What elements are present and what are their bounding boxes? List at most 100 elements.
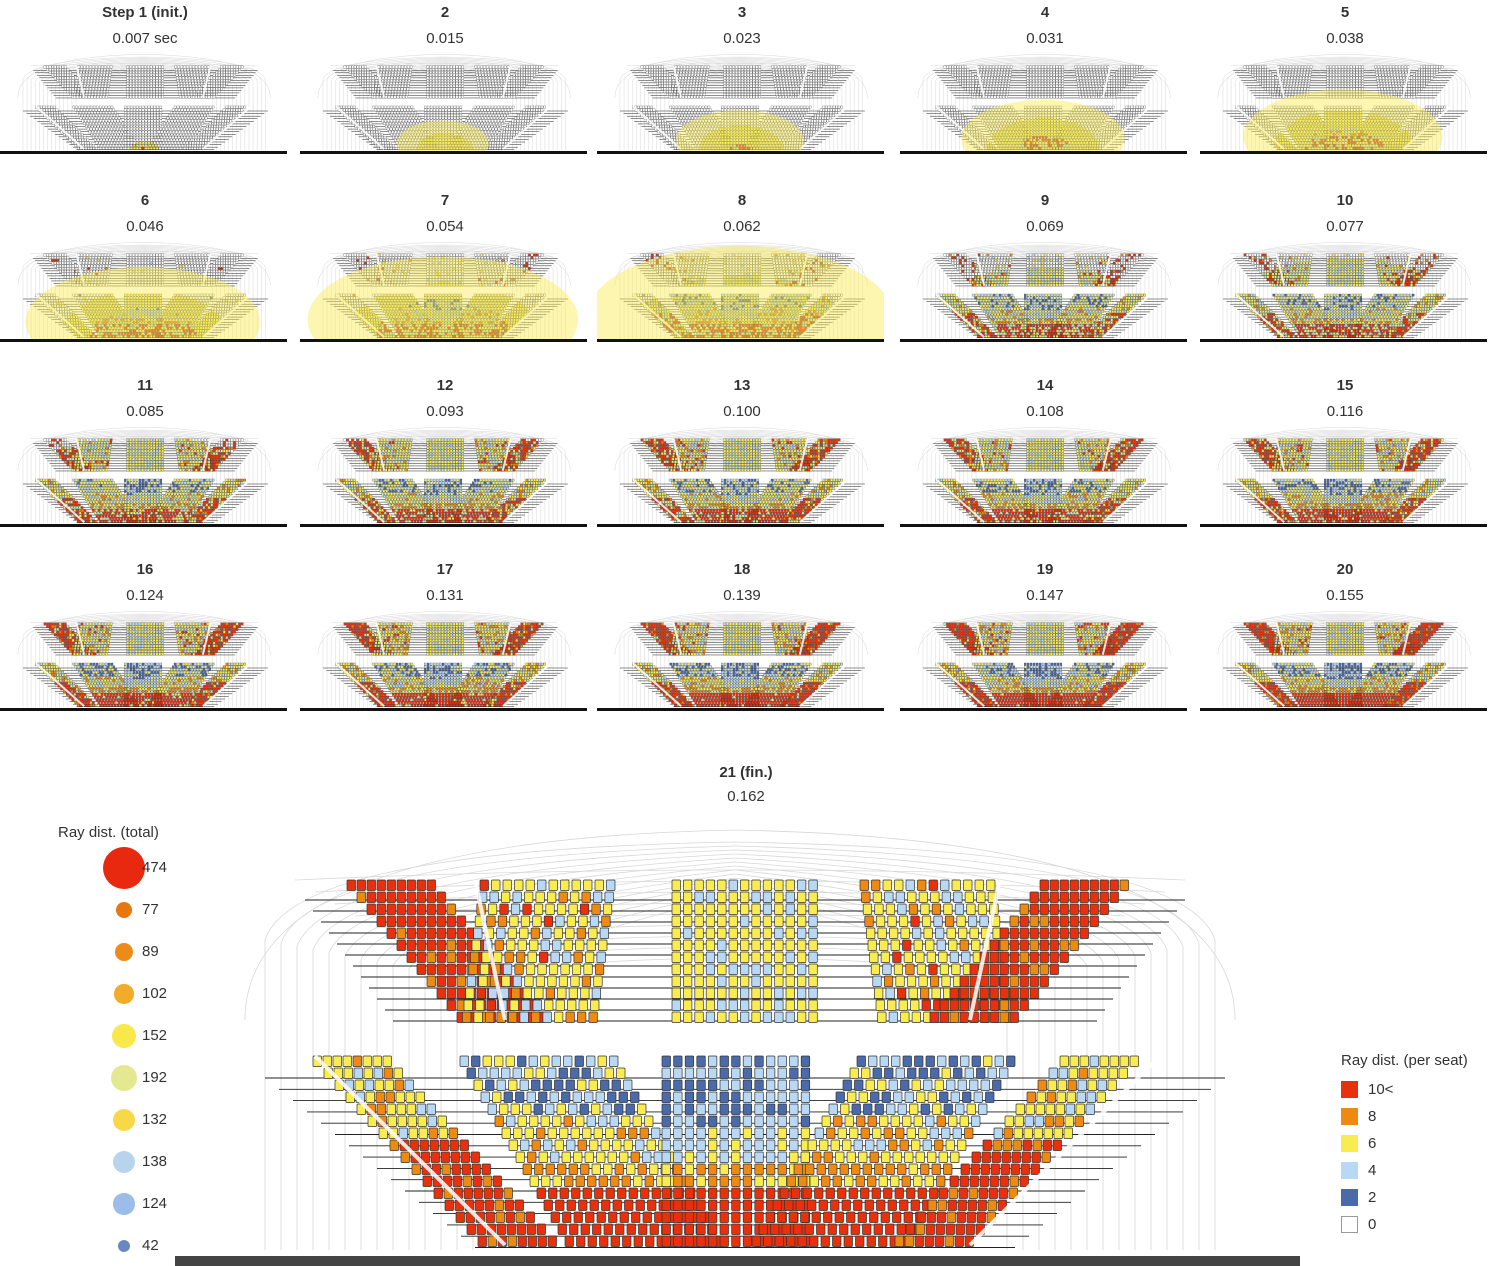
step-title: 14 xyxy=(900,377,1190,394)
step-title: 10 xyxy=(1200,192,1489,209)
legend-total-label: 132 xyxy=(142,1111,167,1128)
legend-seat-label: 2 xyxy=(1368,1189,1376,1206)
legend-total-item: 138 xyxy=(60,1142,180,1182)
legend-total-label: 102 xyxy=(142,985,167,1002)
step-panel: Step 1 (init.) 0.007 sec xyxy=(0,0,290,180)
step-panel: 8 0.062 xyxy=(597,188,887,368)
step-panel: 5 0.038 xyxy=(1200,0,1489,180)
step-time: 0.093 xyxy=(300,403,590,420)
legend-seat-label: 10< xyxy=(1368,1081,1393,1098)
step-panel: 14 0.108 xyxy=(900,373,1190,553)
step-title: 6 xyxy=(0,192,290,209)
legend-total-label: 138 xyxy=(142,1153,167,1170)
legend-seat-label: 8 xyxy=(1368,1108,1376,1125)
step-time: 0.131 xyxy=(300,587,590,604)
step-seating-diagram xyxy=(0,427,287,527)
step-panel: 17 0.131 xyxy=(300,557,590,737)
legend-seat-item: 8 xyxy=(1341,1106,1461,1128)
step-panel: 16 0.124 xyxy=(0,557,290,737)
step-seating-diagram xyxy=(597,54,884,154)
step-time: 0.116 xyxy=(1200,403,1489,420)
step-seating-diagram xyxy=(1200,54,1487,154)
legend-total-title: Ray dist. (total) xyxy=(58,824,159,841)
step-title: 20 xyxy=(1200,561,1489,578)
legend-total-label: 474 xyxy=(142,859,167,876)
legend-total-swatch xyxy=(117,1239,131,1253)
step-panel: 4 0.031 xyxy=(900,0,1190,180)
step-time: 0.155 xyxy=(1200,587,1489,604)
step-seating-diagram xyxy=(900,611,1187,711)
legend-total-item: 42 xyxy=(60,1226,180,1266)
legend-total-swatch xyxy=(113,1193,135,1215)
step-title: 4 xyxy=(900,4,1190,21)
legend-seat-swatch xyxy=(1341,1081,1358,1098)
step-title: 15 xyxy=(1200,377,1489,394)
legend-total-label: 124 xyxy=(142,1195,167,1212)
legend-total-swatch xyxy=(112,1150,136,1174)
step-panel: 13 0.100 xyxy=(597,373,887,553)
final-step-title: 21 (fin.) xyxy=(596,764,896,781)
legend-seat-swatch xyxy=(1341,1108,1358,1125)
step-seating-diagram xyxy=(300,427,587,527)
legend-total-label: 192 xyxy=(142,1069,167,1086)
step-time: 0.007 sec xyxy=(0,30,290,47)
step-title: Step 1 (init.) xyxy=(0,4,290,21)
step-panel: 20 0.155 xyxy=(1200,557,1489,737)
step-title: 12 xyxy=(300,377,590,394)
step-title: 3 xyxy=(597,4,887,21)
step-panel: 11 0.085 xyxy=(0,373,290,553)
step-panel: 12 0.093 xyxy=(300,373,590,553)
step-title: 7 xyxy=(300,192,590,209)
step-time: 0.124 xyxy=(0,587,290,604)
step-seating-diagram xyxy=(0,611,287,711)
legend-total-item: 192 xyxy=(60,1058,180,1098)
legend-total-item: 152 xyxy=(60,1016,180,1056)
step-time: 0.054 xyxy=(300,218,590,235)
step-time: 0.023 xyxy=(597,30,887,47)
legend-seat-label: 4 xyxy=(1368,1162,1376,1179)
legend-seat-swatch xyxy=(1341,1135,1358,1152)
legend-total-label: 42 xyxy=(142,1237,159,1254)
step-time: 0.069 xyxy=(900,218,1190,235)
final-step-time: 0.162 xyxy=(596,788,896,805)
legend-total-label: 77 xyxy=(142,901,159,918)
step-seating-diagram xyxy=(597,242,884,342)
legend-seat-item: 10< xyxy=(1341,1079,1461,1101)
step-time: 0.108 xyxy=(900,403,1190,420)
step-time: 0.147 xyxy=(900,587,1190,604)
step-time: 0.038 xyxy=(1200,30,1489,47)
step-seating-diagram xyxy=(300,54,587,154)
step-time: 0.015 xyxy=(300,30,590,47)
step-title: 13 xyxy=(597,377,887,394)
step-seating-diagram xyxy=(0,54,287,154)
legend-total-label: 152 xyxy=(142,1027,167,1044)
step-panel: 6 0.046 xyxy=(0,188,290,368)
step-title: 9 xyxy=(900,192,1190,209)
step-time: 0.139 xyxy=(597,587,887,604)
step-panel: 15 0.116 xyxy=(1200,373,1489,553)
step-panel: 9 0.069 xyxy=(900,188,1190,368)
step-time: 0.031 xyxy=(900,30,1190,47)
step-seating-diagram xyxy=(1200,427,1487,527)
step-title: 5 xyxy=(1200,4,1489,21)
legend-total-swatch xyxy=(110,1064,138,1092)
step-seating-diagram xyxy=(900,54,1187,154)
legend-seat-swatch xyxy=(1341,1216,1358,1233)
step-panel: 18 0.139 xyxy=(597,557,887,737)
step-time: 0.062 xyxy=(597,218,887,235)
step-time: 0.046 xyxy=(0,218,290,235)
step-title: 11 xyxy=(0,377,290,394)
step-time: 0.077 xyxy=(1200,218,1489,235)
legend-total-swatch xyxy=(112,1108,136,1132)
legend-total-swatch xyxy=(103,847,145,889)
legend-seat-swatch xyxy=(1341,1162,1358,1179)
legend-total-swatch xyxy=(115,901,133,919)
step-seating-diagram xyxy=(900,427,1187,527)
legend-total-swatch xyxy=(112,1024,136,1048)
legend-total-item: 102 xyxy=(60,974,180,1014)
legend-seat-label: 6 xyxy=(1368,1135,1376,1152)
step-seating-diagram xyxy=(597,427,884,527)
legend-seat-title: Ray dist. (per seat) xyxy=(1341,1052,1468,1069)
legend-total-item: 474 xyxy=(60,847,180,889)
step-seating-diagram xyxy=(597,611,884,711)
